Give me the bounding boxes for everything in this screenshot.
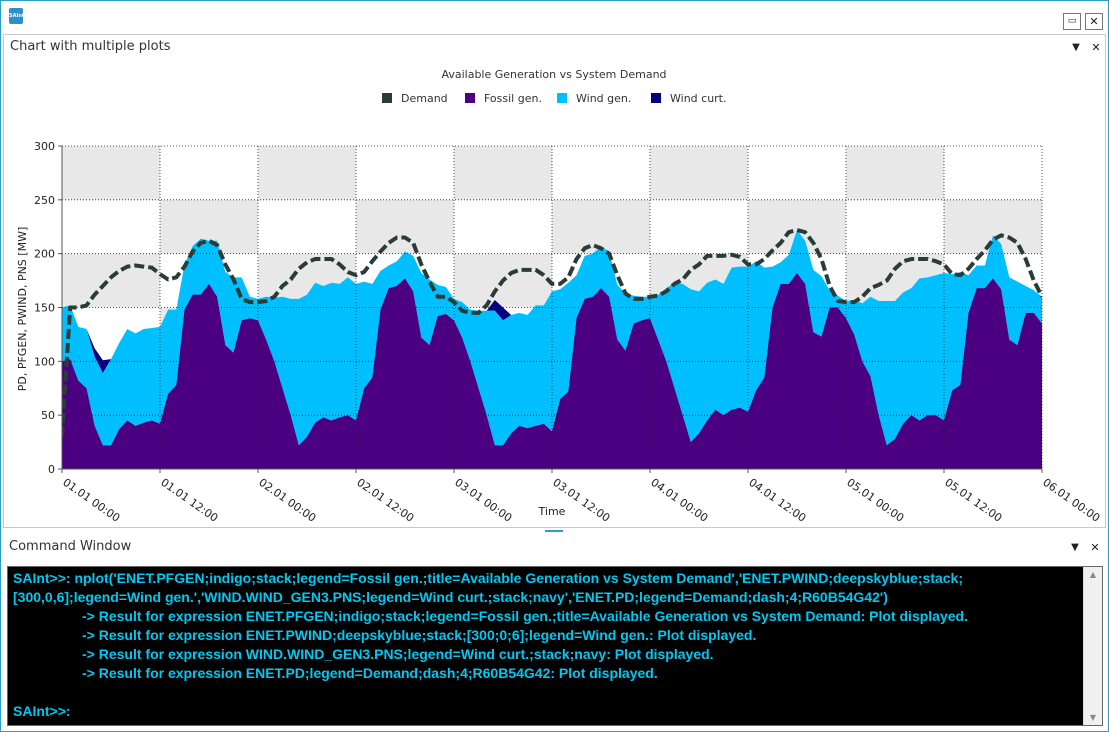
band: [258, 146, 356, 200]
x-tick-label: 05.01 00:00: [844, 476, 906, 521]
band: [62, 146, 160, 200]
legend-swatch: [465, 93, 475, 103]
maximize-button[interactable]: ▭: [1063, 13, 1081, 30]
console-scrollbar[interactable]: ▲ ▼: [1083, 567, 1102, 725]
fossil-gen-area: [62, 273, 1042, 469]
console-line: -> Result for expression ENET.PWIND;deep…: [82, 627, 757, 643]
legend-item: Fossil gen.: [465, 92, 542, 105]
legend-swatch: [557, 93, 567, 103]
legend-label: Wind curt.: [670, 92, 727, 105]
console-line: SAInt>>: nplot('ENET.PFGEN;indigo;stack;…: [13, 570, 964, 586]
chart-title: Available Generation vs System Demand: [441, 68, 666, 81]
legend-item: Wind gen.: [557, 92, 631, 105]
title-bar: SAInt ▭ ✕: [1, 1, 1108, 31]
command-console[interactable]: SAInt>>: nplot('ENET.PFGEN;indigo;stack;…: [7, 566, 1103, 726]
x-tick-label: 06.01 00:00: [1040, 476, 1102, 521]
console-line: [300,0,6];legend=Wind gen.','WIND.WIND_G…: [13, 589, 888, 605]
scroll-up-icon[interactable]: ▲: [1089, 570, 1097, 579]
console-line: [13, 683, 1081, 702]
wind-gen-area: [62, 229, 1042, 446]
plot-areas: [62, 229, 1042, 469]
y-axis: 0 50 100 150 200 250 300: [34, 140, 63, 476]
console-line: -> Result for expression ENET.PFGEN;indi…: [82, 608, 968, 624]
y-tick-label: 250: [34, 194, 55, 207]
band: [846, 146, 944, 200]
x-tick-label: 02.01 12:00: [354, 476, 416, 521]
x-axis: 01.01 00:00 01.01 12:00 02.01 00:00 02.01 1…: [60, 468, 1102, 521]
band: [62, 253, 160, 308]
legend-item: Wind curt.: [651, 92, 727, 105]
y-tick-label: 100: [34, 355, 55, 368]
command-window-dropdown-icon[interactable]: ▼: [1071, 542, 1079, 553]
band: [454, 146, 552, 200]
x-tick-label: 04.01 00:00: [648, 476, 710, 521]
x-tick-label: 01.01 12:00: [158, 476, 220, 521]
x-axis-label: Time: [538, 505, 566, 518]
legend-label: Wind gen.: [576, 92, 631, 105]
command-window-close-icon[interactable]: ✕: [1090, 541, 1100, 554]
legend-swatch: [382, 93, 392, 103]
close-window-button[interactable]: ✕: [1085, 13, 1103, 30]
y-tick-label: 300: [34, 140, 55, 153]
console-line: -> Result for expression ENET.PD;legend=…: [82, 665, 658, 681]
y-tick-label: 150: [34, 302, 55, 315]
x-tick-label: 04.01 12:00: [746, 476, 808, 521]
legend-label: Fossil gen.: [484, 92, 542, 105]
saint-logo-icon: SAInt: [9, 8, 25, 24]
command-window-header: Command Window ▼ ✕: [3, 534, 1106, 562]
band: [356, 199, 454, 254]
x-tick-label: 05.01 12:00: [942, 476, 1004, 521]
demand-line: [62, 227, 1042, 437]
scroll-down-icon[interactable]: ▼: [1089, 713, 1097, 722]
legend-label: Demand: [401, 92, 448, 105]
chart-panel-title: Chart with multiple plots: [10, 39, 171, 54]
legend-item: Demand: [382, 92, 448, 105]
y-axis-label: PD, PFGEN, PWIND, PNS [MW]: [16, 227, 29, 392]
console-line: -> Result for expression WIND.WIND_GEN3.…: [82, 646, 714, 662]
chart-panel-close-icon[interactable]: ✕: [1091, 41, 1101, 54]
band: [552, 199, 650, 254]
demand-series: [62, 227, 1042, 437]
splitter-grip[interactable]: [545, 530, 563, 532]
band: [650, 146, 748, 200]
command-window-title: Command Window: [9, 539, 132, 554]
x-tick-label: 01.01 00:00: [60, 476, 122, 521]
y-tick-label: 0: [48, 463, 55, 476]
chart-legend: Demand Fossil gen. Wind gen. Wind curt.: [382, 92, 727, 105]
logo-text: SAInt: [9, 13, 25, 19]
x-tick-label: 02.01 00:00: [256, 476, 318, 521]
y-tick-label: 50: [41, 409, 55, 422]
y-tick-label: 200: [34, 248, 55, 261]
chart-panel-dropdown-icon[interactable]: ▼: [1072, 42, 1080, 53]
console-output[interactable]: SAInt>>: nplot('ENET.PFGEN;indigo;stack;…: [13, 569, 1081, 721]
chart[interactable]: Available Generation vs System Demand De…: [4, 61, 1105, 521]
legend-swatch: [651, 93, 661, 103]
console-prompt[interactable]: SAInt>>:: [13, 703, 71, 719]
plot-gridlines: [62, 145, 1043, 469]
chart-panel: Chart with multiple plots ▼ ✕ Available …: [3, 34, 1106, 528]
x-tick-label: 03.01 00:00: [452, 476, 514, 521]
